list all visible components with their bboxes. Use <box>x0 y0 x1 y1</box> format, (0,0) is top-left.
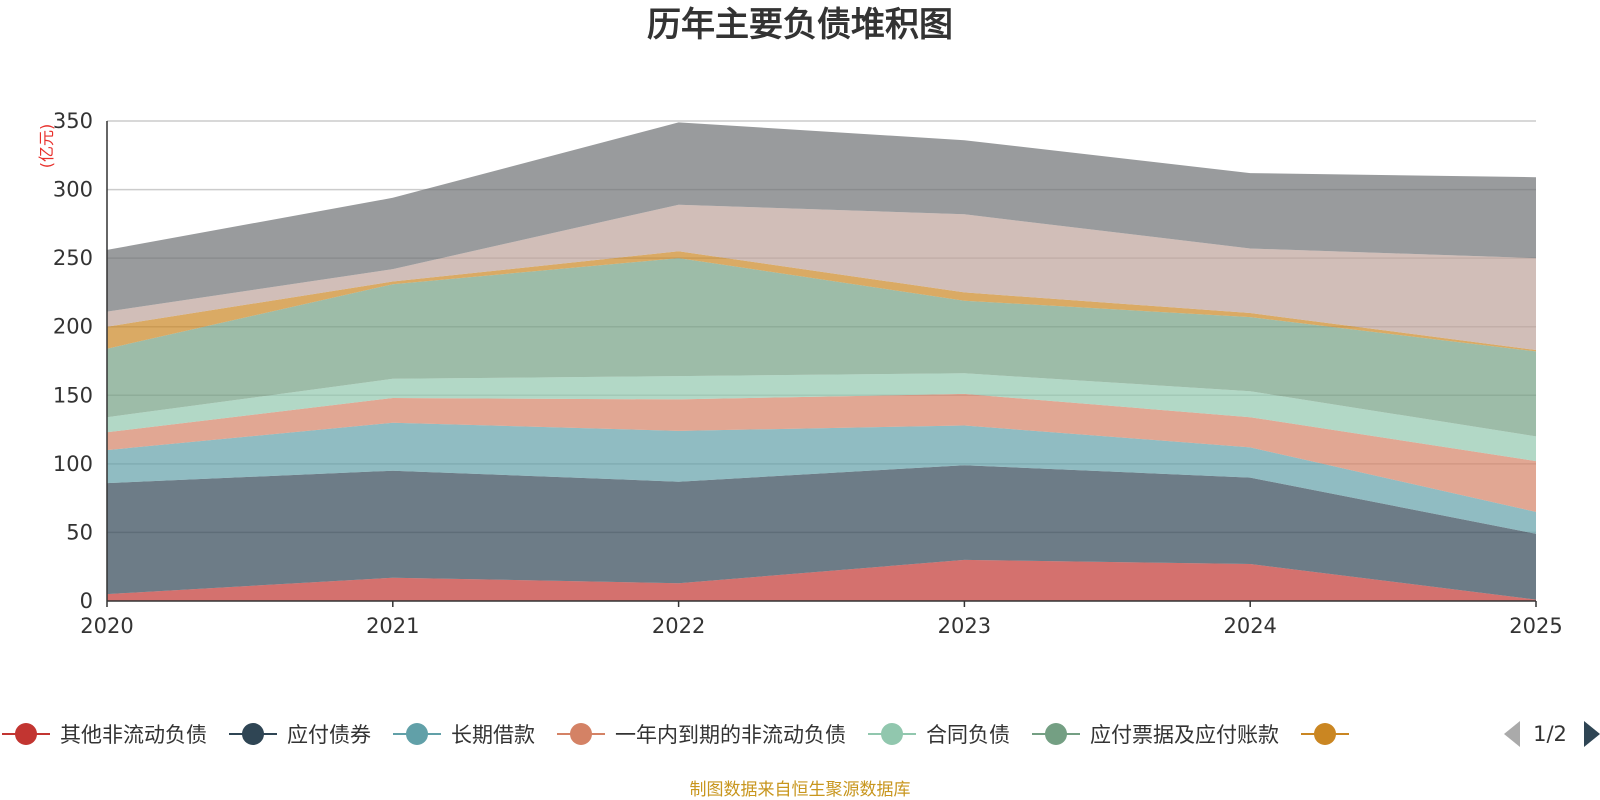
area-series-1 <box>107 559 1536 601</box>
legend-item-4[interactable]: 一年内到期的非流动负债 <box>557 723 846 747</box>
legend-dot-icon <box>242 723 264 745</box>
area-series-3 <box>107 422 1536 534</box>
legend-item-7[interactable] <box>1301 723 1349 745</box>
y-tick-label: 200 <box>53 315 93 339</box>
area-series-4 <box>107 393 1536 512</box>
legend-item-6[interactable]: 应付票据及应付账款 <box>1032 723 1279 747</box>
legend-dot-icon <box>1045 723 1067 745</box>
legend-dot-icon <box>406 723 428 745</box>
area-series-6 <box>107 258 1536 437</box>
area-series-7 <box>107 251 1536 352</box>
legend-label: 一年内到期的非流动负债 <box>615 723 846 747</box>
x-tick-label: 2021 <box>366 614 419 638</box>
legend-label: 应付债券 <box>287 723 371 747</box>
legend-item-5[interactable]: 合同负债 <box>868 723 1010 747</box>
legend-label: 合同负债 <box>926 723 1010 747</box>
area-series <box>107 122 1536 601</box>
legend-dot-icon <box>570 723 592 745</box>
legend-dot-icon <box>1314 723 1336 745</box>
legend-dot-icon <box>15 723 37 745</box>
y-tick-label: 250 <box>53 246 93 270</box>
area-series-8 <box>107 204 1536 350</box>
legend-next-page-icon[interactable] <box>1584 721 1600 747</box>
area-series-2 <box>107 465 1536 600</box>
x-tick-label: 2020 <box>80 614 133 638</box>
x-tick-label: 2025 <box>1509 614 1562 638</box>
area-series-5 <box>107 373 1536 462</box>
legend: 其他非流动负债 应付债券 长期借款 一年内到期的非流动负债 合同负债 应付票据及应付账款 <box>2 723 1349 747</box>
legend-item-3[interactable]: 长期借款 <box>393 723 535 747</box>
legend-label: 应付票据及应付账款 <box>1090 723 1279 747</box>
x-tick-label: 2022 <box>652 614 705 638</box>
x-tick-label: 2023 <box>938 614 991 638</box>
legend-page-indicator: 1/2 <box>1533 722 1567 746</box>
chart-title: 历年主要负债堆积图 <box>647 5 953 45</box>
legend-label: 长期借款 <box>451 723 535 747</box>
y-unit-label: (亿元) <box>37 124 56 169</box>
legend-dot-icon <box>881 723 903 745</box>
y-tick-label: 100 <box>53 452 93 476</box>
y-tick-label: 50 <box>66 520 93 544</box>
x-tick-label: 2024 <box>1223 614 1276 638</box>
legend-prev-page-icon[interactable] <box>1504 721 1520 747</box>
legend-item-1[interactable]: 其他非流动负债 <box>2 723 207 747</box>
area-series-9 <box>107 122 1536 312</box>
y-tick-label: 0 <box>80 589 93 613</box>
axes: (亿元) 0 50 100 150 200 250 300 350 2020 2021 2022 20… <box>37 109 1563 638</box>
source-note: 制图数据来自恒生聚源数据库 <box>690 780 911 800</box>
y-tick-label: 300 <box>53 178 93 202</box>
legend-pager[interactable]: 1/2 <box>1504 721 1600 747</box>
y-tick-label: 350 <box>53 109 93 133</box>
legend-item-2[interactable]: 应付债券 <box>229 723 371 747</box>
legend-label: 其他非流动负债 <box>60 723 207 747</box>
y-tick-label: 150 <box>53 383 93 407</box>
